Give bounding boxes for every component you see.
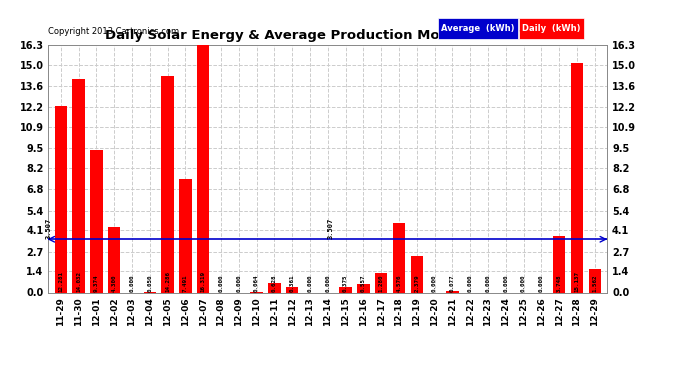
- Text: 0.628: 0.628: [272, 275, 277, 292]
- Title: Daily Solar Energy & Average Production Mon Dec 30 07:22: Daily Solar Energy & Average Production …: [105, 30, 551, 42]
- Text: 0.064: 0.064: [254, 275, 259, 292]
- Bar: [411, 256, 423, 292]
- Bar: [179, 179, 192, 292]
- Bar: [375, 273, 387, 292]
- Bar: [250, 291, 263, 292]
- Bar: [589, 269, 601, 292]
- Text: 0.050: 0.050: [147, 275, 152, 292]
- Text: 3.507: 3.507: [328, 218, 334, 239]
- Bar: [339, 287, 352, 292]
- Text: 3.507: 3.507: [46, 218, 52, 239]
- Text: 14.032: 14.032: [76, 271, 81, 292]
- Bar: [553, 236, 565, 292]
- Text: 15.137: 15.137: [575, 271, 580, 292]
- Text: 0.375: 0.375: [343, 275, 348, 292]
- Text: 0.000: 0.000: [308, 275, 313, 292]
- Bar: [72, 80, 85, 292]
- Bar: [393, 223, 405, 292]
- Bar: [55, 106, 67, 292]
- Text: 3.748: 3.748: [557, 275, 562, 292]
- Bar: [446, 291, 459, 292]
- Text: 0.557: 0.557: [361, 275, 366, 292]
- Text: 14.286: 14.286: [165, 271, 170, 292]
- Text: 0.000: 0.000: [539, 275, 544, 292]
- Text: 2.379: 2.379: [414, 275, 420, 292]
- Text: 1.562: 1.562: [592, 275, 598, 292]
- Bar: [161, 76, 174, 292]
- Bar: [268, 283, 281, 292]
- Text: 12.281: 12.281: [58, 271, 63, 292]
- Text: 0.000: 0.000: [432, 275, 437, 292]
- Text: 0.077: 0.077: [450, 275, 455, 292]
- Text: 1.280: 1.280: [379, 275, 384, 292]
- Text: 0.000: 0.000: [486, 275, 491, 292]
- Text: 0.000: 0.000: [219, 275, 224, 292]
- Text: 0.000: 0.000: [325, 275, 331, 292]
- Bar: [571, 63, 583, 292]
- Text: 9.374: 9.374: [94, 275, 99, 292]
- Text: 0.000: 0.000: [468, 275, 473, 292]
- Text: 0.000: 0.000: [130, 275, 135, 292]
- Text: 0.000: 0.000: [521, 275, 526, 292]
- Bar: [286, 287, 298, 292]
- Text: Average  (kWh): Average (kWh): [441, 24, 515, 33]
- Bar: [90, 150, 103, 292]
- Text: 16.319: 16.319: [201, 271, 206, 292]
- Bar: [108, 227, 120, 292]
- Text: 4.300: 4.300: [112, 275, 117, 292]
- Bar: [357, 284, 370, 292]
- Bar: [197, 45, 209, 292]
- Text: 0.361: 0.361: [290, 275, 295, 292]
- Text: Copyright 2013 Cartronics.com: Copyright 2013 Cartronics.com: [48, 27, 179, 36]
- Text: Daily  (kWh): Daily (kWh): [522, 24, 581, 33]
- Text: 7.491: 7.491: [183, 275, 188, 292]
- Text: 0.000: 0.000: [503, 275, 509, 292]
- Text: 4.576: 4.576: [397, 275, 402, 292]
- Text: 0.000: 0.000: [236, 275, 241, 292]
